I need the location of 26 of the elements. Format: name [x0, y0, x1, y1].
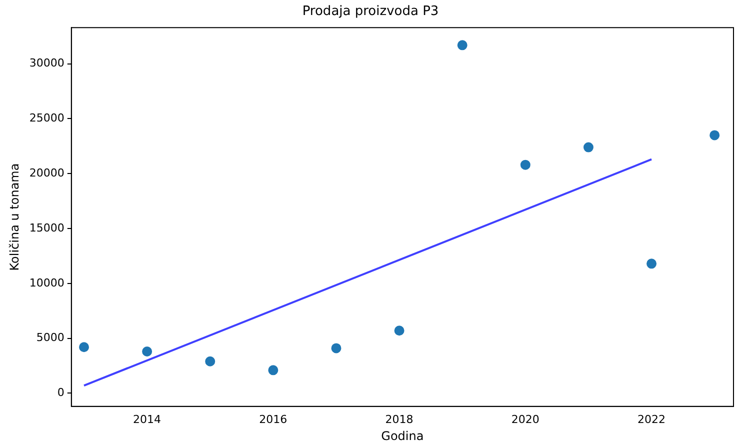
chart-title: Prodaja proizvoda P3	[302, 4, 439, 20]
point	[583, 142, 594, 152]
y-tick-label: 5000	[36, 331, 64, 344]
y-tick-label: 20000	[29, 166, 64, 180]
point	[520, 160, 530, 170]
point	[142, 346, 152, 356]
point	[331, 343, 342, 354]
point	[710, 130, 720, 140]
point	[268, 365, 278, 376]
y-tick-label: 30000	[29, 56, 64, 70]
point	[394, 326, 404, 336]
point	[205, 356, 216, 366]
x-axis-title: Godina	[381, 428, 424, 443]
y-tick-label: 10000	[29, 276, 64, 290]
x-tick-label: 2018	[385, 412, 414, 426]
y-axis-title: Količina u tonama	[7, 163, 22, 271]
y-tick-label: 25000	[29, 112, 64, 125]
point	[646, 258, 657, 269]
y-tick-label: 0	[57, 386, 64, 400]
x-tick-label: 2016	[259, 412, 288, 426]
x-tick-label: 2014	[133, 412, 162, 426]
point	[79, 342, 90, 352]
x-tick-label: 2022	[638, 412, 666, 426]
point	[457, 40, 468, 50]
x-tick-label: 2020	[511, 412, 540, 426]
y-tick-label: 15000	[29, 221, 64, 234]
